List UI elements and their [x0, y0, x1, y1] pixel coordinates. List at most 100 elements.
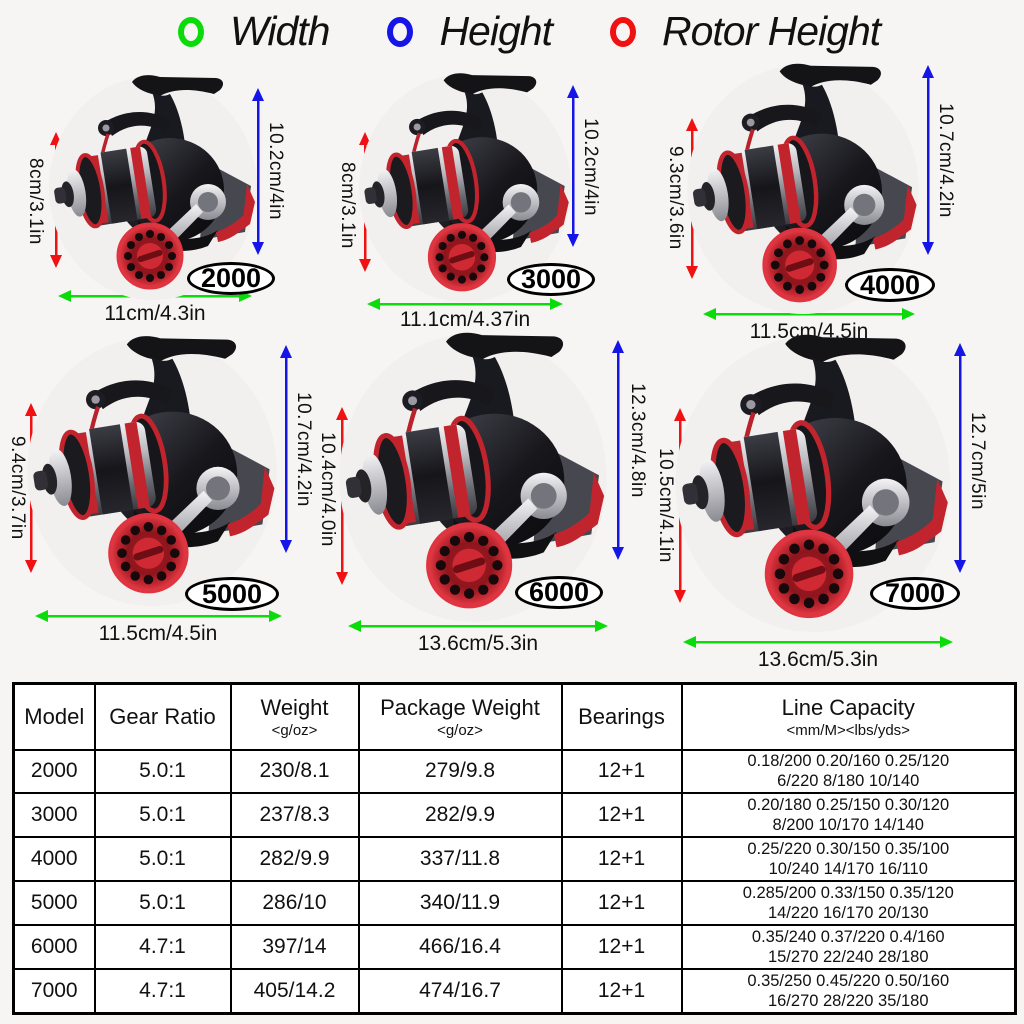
line-capacity-lbs: 6/220 8/180 10/140 [777, 772, 920, 791]
height-arrow [612, 340, 625, 560]
cell-gear-ratio: 4.7:1 [93, 924, 232, 971]
height-arrow [954, 343, 967, 573]
cell-package-weight: 466/16.4 [357, 924, 563, 971]
reel-photo-5000 [26, 330, 278, 606]
cell-line-capacity: 0.35/240 0.37/220 0.4/160 15/270 22/240 … [680, 924, 1017, 971]
cell-package-weight: 337/11.8 [357, 836, 563, 883]
blue-circle-icon [387, 16, 414, 47]
height-label: 10.2cm/4in [580, 118, 601, 216]
width-arrow [703, 308, 915, 321]
cell-bearings: 12+1 [560, 748, 683, 795]
cell-bearings: 12+1 [560, 836, 683, 883]
line-capacity-mm: 0.35/250 0.45/220 0.50/160 [747, 971, 950, 990]
cell-package-weight: 340/11.9 [357, 880, 563, 927]
model-badge: 2000 [187, 262, 275, 295]
table-row: 2000 5.0:1 230/8.1 279/9.8 12+1 0.18/200… [12, 748, 1017, 795]
table-row: 5000 5.0:1 286/10 340/11.9 12+1 0.285/20… [12, 880, 1017, 927]
width-arrow [35, 610, 282, 623]
width-arrow [367, 298, 563, 311]
col-header-package-weight: Package Weight <g/oz> [357, 682, 563, 751]
height-arrow [567, 85, 580, 247]
width-label: 13.6cm/5.3in [757, 648, 879, 671]
cell-weight: 286/10 [229, 880, 360, 927]
cell-weight: 405/14.2 [229, 968, 360, 1015]
model-badge: 7000 [870, 577, 960, 610]
model-badge: 5000 [185, 577, 279, 611]
line-capacity-lbs: 15/270 22/240 28/180 [767, 948, 929, 967]
cell-model: 6000 [12, 924, 96, 971]
col-header-bearings: Bearings [560, 682, 683, 751]
model-badge: 4000 [845, 268, 935, 302]
width-label: 13.6cm/5.3in [417, 632, 539, 655]
table-row: 7000 4.7:1 405/14.2 474/16.7 12+1 0.35/2… [12, 968, 1017, 1015]
width-label: 11.5cm/4.5in [749, 320, 869, 343]
table-row: 3000 5.0:1 237/8.3 282/9.9 12+1 0.20/180… [12, 792, 1017, 839]
line-capacity-mm: 0.18/200 0.20/160 0.25/120 [747, 752, 950, 771]
height-label: 12.7cm/5in [967, 412, 988, 510]
cell-line-capacity: 0.35/250 0.45/220 0.50/160 16/270 28/220… [680, 968, 1017, 1015]
legend-label: Height [439, 8, 553, 54]
cell-bearings: 12+1 [560, 792, 683, 839]
rotor-height-label: 10.4cm/4.0in [317, 432, 338, 547]
rotor-height-label: 8cm/3.1in [25, 158, 46, 245]
cell-model: 4000 [12, 836, 96, 883]
cell-model: 3000 [12, 792, 96, 839]
col-header-model: Model [12, 682, 96, 751]
height-arrow [252, 88, 265, 255]
spec-table: Model Gear Ratio Weight <g/oz> Package W… [12, 682, 1017, 1015]
cell-weight: 397/14 [229, 924, 360, 971]
table-row: 4000 5.0:1 282/9.9 337/11.8 12+1 0.25/22… [12, 836, 1017, 883]
cell-weight: 230/8.1 [229, 748, 360, 795]
legend-item-rotor-height: Rotor Height [609, 8, 881, 55]
line-capacity-lbs: 16/270 28/220 35/180 [767, 992, 929, 1011]
model-badge: 6000 [515, 576, 603, 609]
cell-package-weight: 282/9.9 [357, 792, 563, 839]
cell-model: 5000 [12, 880, 96, 927]
cell-line-capacity: 0.20/180 0.25/150 0.30/120 8/200 10/170 … [680, 792, 1017, 839]
legend: Width Height Rotor Height [178, 8, 881, 55]
cell-model: 7000 [12, 968, 96, 1015]
width-label: 11.5cm/4.5in [98, 622, 218, 645]
rotor-height-label: 9.4cm/3.7in [7, 436, 28, 540]
line-capacity-mm: 0.285/200 0.33/150 0.35/120 [742, 884, 954, 903]
width-label: 11.1cm/4.37in [399, 308, 531, 331]
line-capacity-lbs: 10/240 14/170 16/110 [768, 860, 928, 879]
col-header-gear-ratio: Gear Ratio [93, 682, 232, 751]
rotor-height-label: 9.3cm/3.6in [665, 146, 686, 250]
line-capacity-lbs: 8/200 10/170 14/140 [772, 816, 924, 835]
spec-table-header-row: Model Gear Ratio Weight <g/oz> Package W… [12, 682, 1017, 751]
cell-package-weight: 279/9.8 [357, 748, 563, 795]
height-arrow [280, 345, 293, 553]
legend-item-height: Height [387, 8, 553, 55]
cell-line-capacity: 0.285/200 0.33/150 0.35/120 14/220 16/17… [680, 880, 1017, 927]
red-circle-icon [609, 16, 636, 47]
line-capacity-mm: 0.35/240 0.37/220 0.4/160 [751, 927, 945, 946]
rotor-height-label: 8cm/3.1in [337, 162, 358, 249]
height-label: 10.7cm/4.2in [293, 392, 314, 507]
height-label: 12.3cm/4.8in [627, 383, 648, 498]
model-badge: 3000 [507, 263, 595, 296]
legend-label: Rotor Height [661, 8, 881, 54]
cell-gear-ratio: 4.7:1 [93, 968, 232, 1015]
cell-line-capacity: 0.18/200 0.20/160 0.25/120 6/220 8/180 1… [680, 748, 1017, 795]
cell-gear-ratio: 5.0:1 [93, 792, 232, 839]
cell-weight: 237/8.3 [229, 792, 360, 839]
col-header-line-capacity: Line Capacity <mm/M><lbs/yds> [680, 682, 1017, 751]
cell-gear-ratio: 5.0:1 [93, 880, 232, 927]
width-arrow [348, 620, 608, 633]
cell-bearings: 12+1 [560, 968, 683, 1015]
cell-weight: 282/9.9 [229, 836, 360, 883]
legend-label: Width [230, 8, 330, 54]
cell-gear-ratio: 5.0:1 [93, 836, 232, 883]
width-arrow [683, 636, 953, 649]
green-circle-icon [178, 16, 204, 47]
line-capacity-mm: 0.25/220 0.30/150 0.35/100 [747, 840, 950, 859]
width-label: 11cm/4.3in [104, 302, 206, 325]
height-arrow [922, 65, 935, 255]
height-label: 10.7cm/4.2in [935, 103, 956, 218]
cell-model: 2000 [12, 748, 96, 795]
cell-package-weight: 474/16.7 [357, 968, 563, 1015]
cell-bearings: 12+1 [560, 880, 683, 927]
table-row: 6000 4.7:1 397/14 466/16.4 12+1 0.35/240… [12, 924, 1017, 971]
